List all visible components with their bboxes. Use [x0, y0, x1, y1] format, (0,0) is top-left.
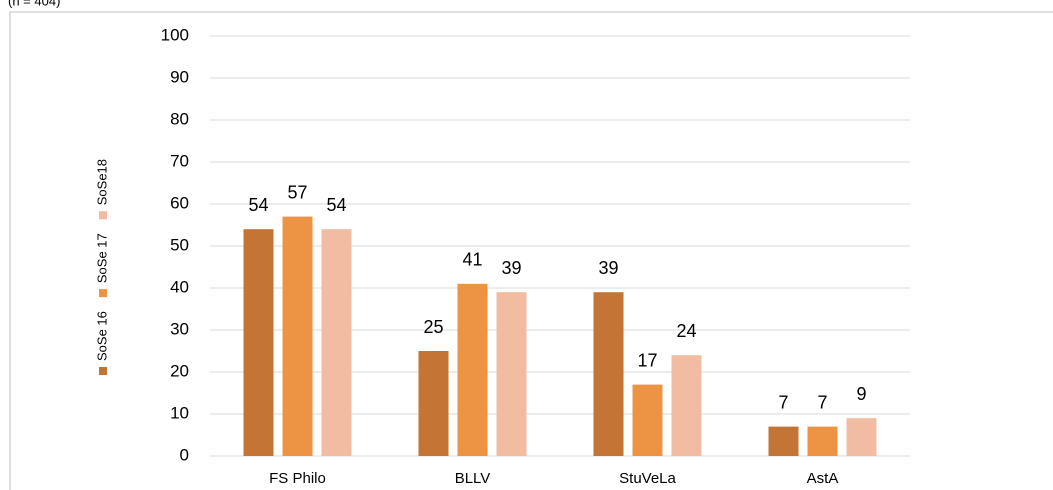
value-label: 17 [637, 350, 657, 370]
legend-swatch [99, 367, 107, 375]
bar [243, 229, 274, 456]
value-label: 41 [462, 250, 482, 270]
legend-swatch [99, 289, 107, 298]
y-tick-label: 40 [170, 277, 189, 296]
legend-label: SoSe 17 [94, 233, 109, 283]
bar [457, 283, 488, 456]
bar [593, 292, 624, 456]
value-label: 54 [248, 195, 268, 215]
y-tick-label: 20 [170, 361, 189, 380]
bar [671, 355, 702, 456]
value-label: 25 [423, 317, 443, 337]
value-label: 57 [287, 182, 307, 202]
value-label: 39 [598, 258, 618, 278]
y-tick-label: 50 [170, 235, 189, 254]
x-tick-label: FS Philo [269, 470, 326, 487]
x-tick-label: AstA [807, 470, 839, 487]
value-label: 7 [778, 392, 788, 412]
value-label: 54 [326, 195, 346, 215]
bar [807, 426, 838, 456]
value-label: 39 [501, 258, 521, 278]
x-tick-label: BLLV [455, 470, 491, 487]
value-label: 7 [817, 392, 827, 412]
legend-swatch [99, 211, 107, 220]
legend-label: SoSe 16 [94, 311, 109, 361]
bar [282, 216, 313, 456]
value-label: 9 [856, 384, 866, 404]
y-tick-label: 30 [170, 319, 189, 338]
bar [632, 384, 663, 456]
y-tick-label: 90 [170, 67, 189, 86]
bar [768, 426, 799, 456]
bar [496, 292, 527, 456]
y-tick-label: 70 [170, 151, 189, 170]
y-tick-label: 0 [180, 445, 189, 464]
bar [846, 418, 877, 456]
y-tick-label: 80 [170, 109, 189, 128]
value-label: 24 [676, 321, 696, 341]
x-tick-label: StuVeLa [619, 470, 676, 487]
chart-subtitle: (n = 404) [8, 0, 60, 8]
frame [9, 11, 1053, 490]
bar [321, 229, 352, 456]
legend-label: SoSe18 [94, 159, 109, 205]
y-tick-label: 10 [170, 403, 189, 422]
y-tick-label: 100 [161, 25, 189, 44]
bar [418, 351, 449, 456]
y-tick-label: 60 [170, 193, 189, 212]
legend: SoSe 16 SoSe 17 SoSe18 [94, 159, 109, 375]
